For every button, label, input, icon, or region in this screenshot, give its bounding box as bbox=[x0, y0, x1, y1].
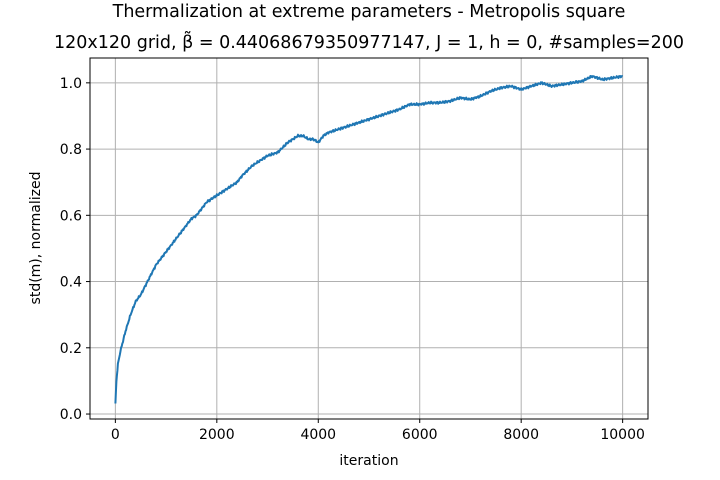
y-tick-label: 0.8 bbox=[60, 142, 82, 158]
x-tick-label: 6000 bbox=[402, 427, 438, 443]
y-tick-label: 0.0 bbox=[60, 407, 82, 423]
x-tick-label: 4000 bbox=[300, 427, 336, 443]
x-tick-label: 10000 bbox=[600, 427, 645, 443]
x-tick-label: 8000 bbox=[503, 427, 539, 443]
series-line bbox=[114, 75, 623, 404]
chart-subtitle: 120x120 grid, β̃ = 0.44068679350977147, … bbox=[54, 31, 684, 53]
chart-title: Thermalization at extreme parameters - M… bbox=[112, 2, 626, 22]
x-tick-label: 2000 bbox=[199, 427, 235, 443]
y-tick-label: 1.0 bbox=[60, 76, 82, 92]
axis-ticks: 0 2000 4000 6000 8000 10000 0.0 0.2 0.4 0.6 0.8 1.0 bbox=[60, 76, 645, 443]
series-line-group bbox=[114, 75, 623, 404]
grid-lines bbox=[90, 58, 648, 419]
x-axis-label: iteration bbox=[339, 453, 398, 469]
y-tick-label: 0.2 bbox=[60, 341, 82, 357]
y-tick-label: 0.6 bbox=[60, 208, 82, 224]
y-tick-label: 0.4 bbox=[60, 275, 82, 291]
plot-frame bbox=[89, 57, 649, 420]
y-axis-label: std(m), normalized bbox=[28, 172, 44, 305]
x-tick-label: 0 bbox=[111, 427, 120, 443]
